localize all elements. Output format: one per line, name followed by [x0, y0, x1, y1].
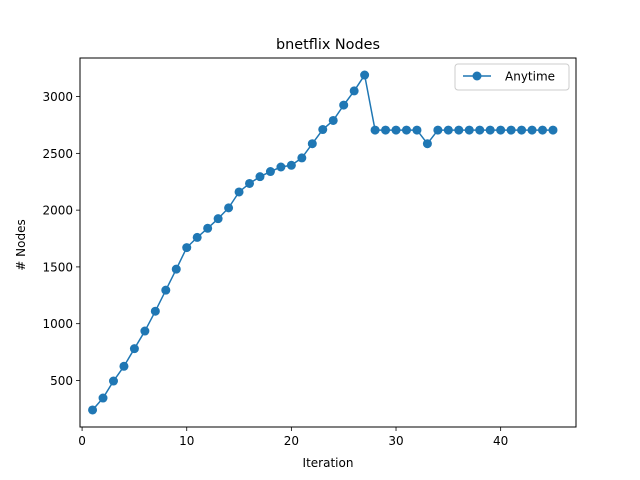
- legend: Anytime: [454, 63, 570, 91]
- series-layer: [88, 70, 558, 415]
- data-point: [171, 264, 181, 274]
- data-point: [506, 125, 516, 135]
- y-axis: 500 1000 1500 2000 2500 3000: [42, 90, 80, 388]
- legend-marker: [472, 71, 482, 81]
- data-point: [339, 100, 349, 110]
- data-point: [412, 125, 422, 135]
- y-axis-label: # Nodes: [14, 219, 28, 270]
- data-point: [213, 214, 223, 224]
- data-point: [108, 376, 118, 386]
- plot-frame: [79, 57, 577, 428]
- y-tick-label: 3000: [42, 90, 73, 104]
- data-point: [328, 115, 338, 125]
- x-tick-label: 30: [388, 434, 403, 448]
- data-point: [433, 125, 443, 135]
- data-point: [182, 243, 192, 253]
- data-point: [485, 125, 495, 135]
- x-tick-label: 40: [493, 434, 508, 448]
- data-point: [318, 125, 328, 135]
- data-point: [161, 285, 171, 295]
- data-point: [203, 223, 213, 233]
- data-point: [192, 232, 202, 242]
- data-point: [548, 125, 558, 135]
- data-point: [443, 125, 453, 135]
- data-point: [475, 125, 485, 135]
- x-axis-label: Iteration: [303, 456, 354, 470]
- data-point: [496, 125, 506, 135]
- data-point: [129, 344, 139, 354]
- data-point: [307, 139, 317, 149]
- data-point: [454, 125, 464, 135]
- data-point: [255, 172, 265, 182]
- data-point: [265, 167, 275, 177]
- data-point: [370, 125, 380, 135]
- data-point: [276, 162, 286, 172]
- data-point: [297, 153, 307, 163]
- data-point: [381, 125, 391, 135]
- chart-title: bnetflix Nodes: [276, 37, 380, 53]
- y-tick-label: 2500: [42, 147, 73, 161]
- data-point: [422, 139, 432, 149]
- x-tick-label: 20: [284, 434, 299, 448]
- data-point: [401, 125, 411, 135]
- data-point: [391, 125, 401, 135]
- legend-frame: [454, 63, 570, 91]
- data-point: [224, 203, 234, 213]
- data-point: [286, 160, 296, 170]
- x-axis: 0 10 20 30 40: [78, 427, 508, 448]
- data-point: [527, 125, 537, 135]
- x-tick-label: 0: [78, 434, 86, 448]
- data-point: [349, 86, 359, 96]
- data-point: [88, 405, 98, 415]
- data-point: [119, 361, 129, 371]
- x-tick-label: 10: [179, 434, 194, 448]
- data-point: [98, 393, 108, 403]
- data-point: [360, 70, 370, 80]
- data-point: [234, 187, 244, 197]
- plot-area: [79, 57, 577, 428]
- y-tick-label: 2000: [42, 204, 73, 218]
- data-point: [538, 125, 548, 135]
- y-tick-label: 1000: [42, 317, 73, 331]
- data-point: [140, 326, 150, 336]
- legend-label: Anytime: [505, 70, 555, 84]
- data-point: [245, 178, 255, 188]
- data-point: [464, 125, 474, 135]
- y-tick-label: 1500: [42, 260, 73, 274]
- data-point: [517, 125, 527, 135]
- data-point: [150, 306, 160, 316]
- y-tick-label: 500: [50, 374, 73, 388]
